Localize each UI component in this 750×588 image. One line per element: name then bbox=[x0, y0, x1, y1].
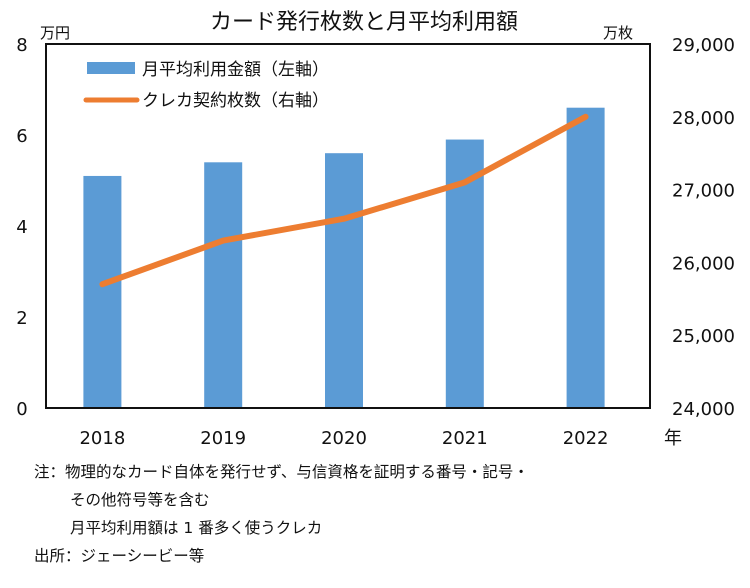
legend: 月平均利用金額（左軸） クレカ契約枚数（右軸） bbox=[83, 60, 329, 111]
x-tick-label: 2020 bbox=[321, 428, 367, 449]
right-axis-unit: 万枚 bbox=[603, 24, 633, 42]
right-axis-ticks: 24,000 25,000 26,000 27,000 28,000 29,000 bbox=[672, 35, 735, 420]
left-axis-ticks: 0 2 4 6 8 bbox=[16, 35, 27, 420]
left-tick-label: 8 bbox=[16, 35, 27, 56]
note-line-3: 月平均利用額は 1 番多く使うクレカ bbox=[70, 519, 323, 537]
right-tick-label: 26,000 bbox=[672, 253, 735, 274]
x-tick-label: 2021 bbox=[442, 428, 488, 449]
line-point-2021 bbox=[464, 181, 466, 183]
x-tick-label: 2019 bbox=[200, 428, 246, 449]
legend-label-bar: 月平均利用金額（左軸） bbox=[142, 60, 329, 80]
legend-swatch-bar bbox=[87, 62, 135, 74]
left-axis-unit: 万円 bbox=[40, 24, 70, 42]
line-point-2019 bbox=[222, 240, 224, 242]
right-tick-label: 28,000 bbox=[672, 108, 735, 129]
right-tick-label: 29,000 bbox=[672, 35, 735, 56]
x-tick-label: 2018 bbox=[79, 428, 125, 449]
right-tick-label: 24,000 bbox=[672, 399, 735, 420]
x-tick-label: 2022 bbox=[563, 428, 609, 449]
right-tick-label: 25,000 bbox=[672, 326, 735, 347]
right-tick-label: 27,000 bbox=[672, 181, 735, 202]
left-tick-label: 4 bbox=[16, 217, 27, 238]
x-axis-ticks: 2018 2019 2020 2021 2022 bbox=[79, 428, 608, 449]
notes: 注：物理的なカード自体を発行せず、与信資格を証明する番号・記号・ その他符号等を… bbox=[34, 458, 529, 570]
line-point-2018 bbox=[101, 283, 103, 285]
plot-frame bbox=[45, 43, 651, 409]
left-tick-label: 0 bbox=[16, 399, 27, 420]
source: 出所：ジェーシービー等 bbox=[34, 547, 205, 565]
bar-series bbox=[83, 107, 605, 409]
bar-2022 bbox=[566, 107, 605, 408]
note-line-1: 注：物理的なカード自体を発行せず、与信資格を証明する番号・記号・ bbox=[34, 463, 529, 481]
legend-label-line: クレカ契約枚数（右軸） bbox=[142, 91, 329, 111]
left-tick-label: 2 bbox=[16, 308, 27, 329]
left-tick-label: 6 bbox=[16, 126, 27, 147]
line-series bbox=[99, 113, 589, 288]
bar-2018 bbox=[83, 175, 122, 408]
chart-title: カード発行枚数と月平均利用額 bbox=[210, 10, 518, 35]
note-line-2: その他符号等を含む bbox=[70, 491, 210, 509]
line-point-2020 bbox=[343, 218, 345, 220]
bar-2020 bbox=[325, 153, 363, 408]
line-point-2022 bbox=[585, 116, 587, 118]
bar-2019 bbox=[204, 162, 243, 408]
x-axis-unit: 年 bbox=[664, 428, 682, 449]
